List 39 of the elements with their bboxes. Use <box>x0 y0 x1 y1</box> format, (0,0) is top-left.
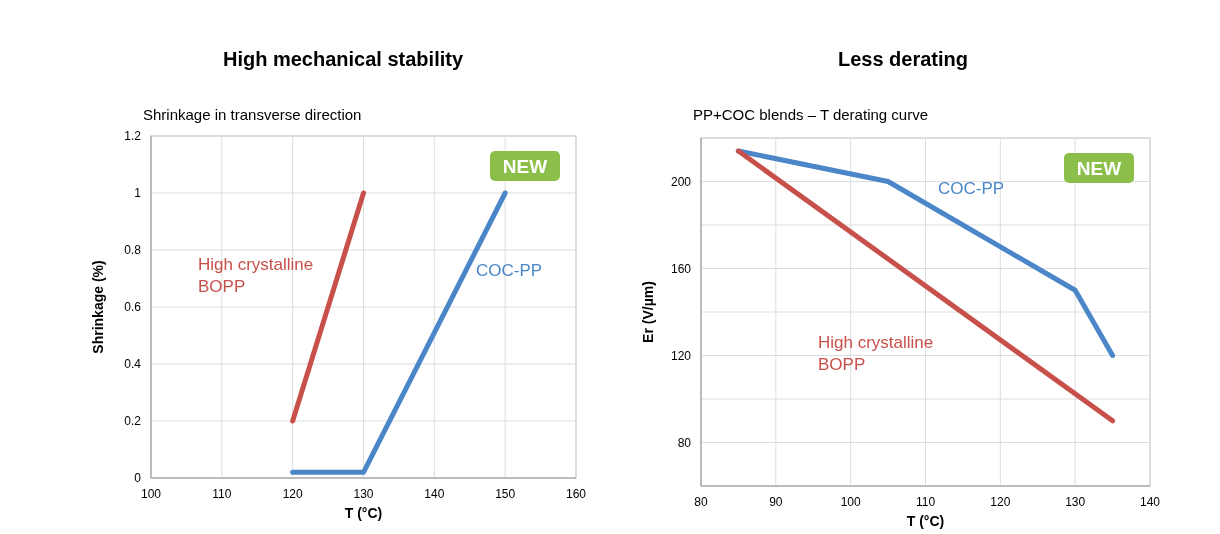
x-tick-label: 100 <box>840 495 861 509</box>
y-tick-label: 80 <box>677 435 692 450</box>
x-tick-label: 90 <box>769 495 783 509</box>
y-axis-title: Er (V/µm) <box>640 281 656 343</box>
chart-title: Less derating <box>837 48 969 70</box>
y-tick-label: 200 <box>670 174 692 189</box>
y-tick-label: 120 <box>670 348 692 363</box>
x-tick-label: 110 <box>212 487 232 501</box>
x-axis-title: T (°C) <box>906 513 945 529</box>
series-label: COC-PP <box>938 179 1005 198</box>
x-tick-label: 130 <box>353 487 374 501</box>
x-tick-label: 80 <box>694 495 708 509</box>
chart-subtitle: Shrinkage in transverse direction <box>143 106 362 123</box>
series-label: High crystalline BOPP <box>818 333 934 374</box>
y-tick-label: 1.2 <box>124 129 142 143</box>
series-label: High crystalline BOPP <box>198 255 314 296</box>
y-tick-label: 0 <box>134 471 142 485</box>
x-tick-label: 160 <box>565 487 587 501</box>
x-tick-label: 130 <box>1065 495 1086 509</box>
x-axis-title: T (°C) <box>344 505 383 521</box>
x-tick-label: 100 <box>140 487 162 501</box>
y-tick-label: 0.6 <box>124 300 142 314</box>
x-tick-label: 110 <box>915 495 936 509</box>
chart-title: High mechanical stability <box>222 48 464 70</box>
y-tick-label: 0.8 <box>124 243 142 257</box>
annotation: NEW <box>502 156 548 177</box>
x-tick-label: 120 <box>990 495 1011 509</box>
y-tick-label: 160 <box>670 261 692 276</box>
y-axis-title: Shrinkage (%) <box>90 260 106 354</box>
x-tick-label: 140 <box>1139 495 1161 509</box>
x-tick-label: 120 <box>282 487 303 501</box>
y-tick-label: 0.2 <box>124 414 142 428</box>
y-tick-label: 0.4 <box>124 357 142 371</box>
annotation: NEW <box>1076 158 1122 179</box>
chart-subtitle: PP+COC blends – T derating curve <box>693 106 928 123</box>
series-label: COC-PP <box>476 261 543 280</box>
x-tick-label: 150 <box>495 487 516 501</box>
y-tick-label: 1 <box>134 186 142 200</box>
x-tick-label: 140 <box>424 487 445 501</box>
